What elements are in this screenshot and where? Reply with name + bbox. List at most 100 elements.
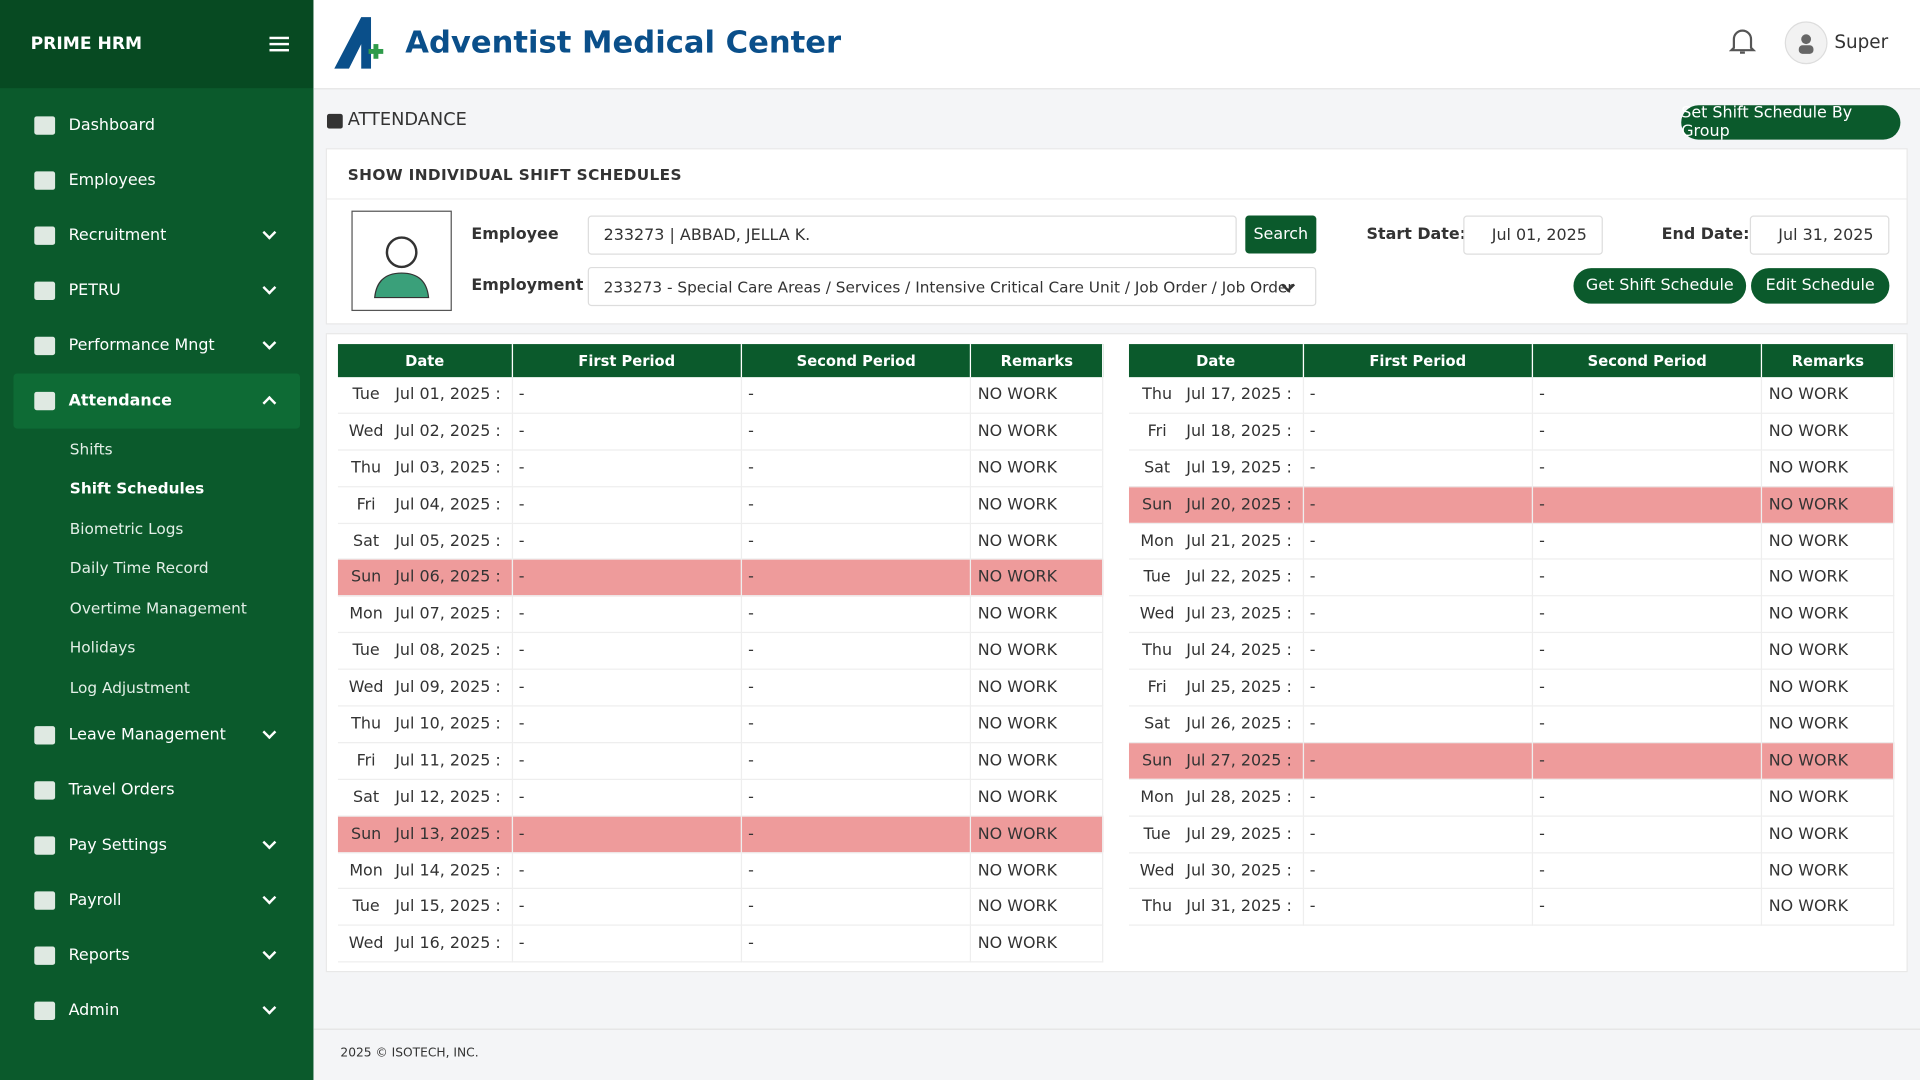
remarks: NO WORK: [1762, 742, 1895, 780]
menu-label: Leave Management: [68, 725, 226, 744]
column-header: Second Period: [741, 344, 972, 378]
menu-label: Reports: [68, 945, 130, 965]
date-cell: Wed Jul 16, 2025 :: [337, 925, 513, 963]
second-period: -: [1532, 669, 1763, 707]
menu-label: Travel Orders: [68, 780, 175, 799]
remarks: NO WORK: [1762, 486, 1895, 524]
date: Jul 12, 2025 :: [395, 788, 501, 807]
date-cell: Sun Jul 13, 2025 :: [337, 815, 513, 853]
remarks: NO WORK: [1762, 522, 1895, 561]
second-period: -: [741, 925, 972, 963]
start-date[interactable]: Jul 01, 2025: [1463, 215, 1603, 255]
date: Jul 08, 2025 :: [395, 641, 501, 661]
first-period: -: [512, 705, 743, 744]
second-period: -: [1532, 852, 1763, 890]
menu-toggle[interactable]: [269, 36, 289, 53]
menu-item[interactable]: Recruitment: [0, 208, 313, 263]
sidebar: PRIME HRM Dashboard Employees Recruitment P…: [0, 0, 314, 1080]
submenu-item[interactable]: Shifts: [69, 439, 113, 458]
day: Sun: [1141, 495, 1173, 514]
header-row: Date First Period Second Period Remarks: [1128, 344, 1895, 378]
date: Jul 18, 2025 :: [1186, 422, 1292, 441]
day: Fri: [356, 751, 376, 771]
submenu-item[interactable]: Overtime Management: [69, 598, 247, 617]
date-cell: Fri Jul 18, 2025 :: [1128, 413, 1304, 451]
day: Thu: [1142, 385, 1173, 405]
menu-item[interactable]: Reports: [0, 928, 313, 983]
day: Mon: [349, 861, 383, 880]
chevron: [262, 890, 277, 904]
remarks: NO WORK: [1762, 705, 1895, 744]
date: Jul 01, 2025 :: [395, 385, 501, 405]
menu-icon: [34, 1001, 56, 1020]
menu-label: Attendance: [68, 391, 172, 411]
menu-item[interactable]: Employees: [0, 153, 313, 208]
second-period: -: [1532, 779, 1763, 817]
second-period: -: [741, 413, 972, 451]
column-header: First Period: [1303, 344, 1534, 378]
second-period: -: [741, 559, 972, 597]
menu-item[interactable]: Leave Management: [0, 707, 313, 762]
avatar[interactable]: [1784, 21, 1828, 65]
date: Jul 13, 2025 :: [395, 824, 501, 844]
first-period: -: [512, 486, 743, 524]
submenu-item[interactable]: Holidays: [69, 638, 136, 657]
chevron: [262, 280, 277, 295]
user-name[interactable]: Super: [1834, 30, 1889, 53]
second-period: -: [741, 779, 972, 817]
remarks: NO WORK: [971, 705, 1104, 744]
schedule-row: Sun Jul 13, 2025 : - - NO WORK: [337, 815, 1104, 853]
second-period: -: [1532, 522, 1763, 561]
footer-divider: [313, 1028, 1920, 1030]
column-header: First Period: [512, 344, 743, 378]
employee-input[interactable]: 233273 | ABBAD, JELLA K.: [587, 215, 1237, 255]
remarks: NO WORK: [971, 779, 1104, 817]
notifications[interactable]: [1728, 27, 1756, 56]
menu-item[interactable]: Payroll: [0, 872, 313, 927]
first-period: -: [512, 377, 743, 414]
employment-select[interactable]: 233273 - Special Care Areas / Services /…: [587, 266, 1317, 307]
remarks: NO WORK: [1762, 779, 1895, 817]
employee-photo: [351, 210, 452, 312]
menu-item[interactable]: Performance Mngt: [0, 318, 313, 373]
menu-item[interactable]: Admin: [0, 983, 313, 1038]
menu-item[interactable]: PETRU: [0, 263, 313, 318]
day: Sat: [353, 788, 380, 807]
date: Jul 26, 2025 :: [1186, 715, 1292, 734]
date-cell: Sat Jul 05, 2025 :: [337, 522, 513, 561]
submenu-item[interactable]: Log Adjustment: [69, 678, 190, 697]
remarks: NO WORK: [1762, 377, 1895, 414]
menu-item[interactable]: Pay Settings: [0, 817, 313, 872]
search-button[interactable]: Search: [1245, 215, 1317, 254]
end-date[interactable]: Jul 31, 2025: [1749, 215, 1890, 255]
menu-item[interactable]: Attendance: [13, 373, 301, 429]
date-cell: Sun Jul 20, 2025 :: [1128, 486, 1304, 524]
remarks: NO WORK: [971, 815, 1104, 853]
second-period: -: [741, 522, 972, 561]
menu-icon: [34, 281, 56, 301]
schedule-row: Mon Jul 21, 2025 : - - NO WORK: [1128, 522, 1895, 561]
date-cell: Wed Jul 30, 2025 :: [1128, 852, 1304, 890]
submenu-item[interactable]: Shift Schedules: [69, 479, 205, 498]
menu-item[interactable]: Travel Orders: [0, 762, 313, 817]
menu-item[interactable]: Dashboard: [0, 98, 313, 153]
second-period: -: [741, 377, 972, 414]
day: Tue: [352, 641, 380, 661]
submenu-item[interactable]: Daily Time Record: [69, 558, 209, 578]
date-cell: Thu Jul 31, 2025 :: [1128, 888, 1304, 927]
remarks: NO WORK: [1762, 596, 1895, 634]
first-period: -: [512, 779, 743, 817]
dropdown-caret: [1281, 278, 1296, 293]
edit-schedule-button[interactable]: Edit Schedule: [1751, 268, 1890, 304]
submenu-item[interactable]: Biometric Logs: [69, 518, 184, 538]
date-cell: Mon Jul 07, 2025 :: [337, 596, 513, 634]
first-period: -: [1303, 815, 1534, 853]
date: Jul 03, 2025 :: [395, 458, 501, 478]
menu-icon: [34, 336, 56, 356]
group-schedule-button[interactable]: Set Shift Schedule By Group: [1681, 104, 1901, 141]
date-cell: Fri Jul 04, 2025 :: [337, 486, 513, 524]
schedule-row: Thu Jul 10, 2025 : - - NO WORK: [337, 705, 1104, 744]
filter-heading: SHOW INDIVIDUAL SHIFT SCHEDULES: [347, 165, 682, 184]
get-schedule-button[interactable]: Get Shift Schedule: [1573, 268, 1747, 304]
first-period: -: [1303, 705, 1534, 744]
